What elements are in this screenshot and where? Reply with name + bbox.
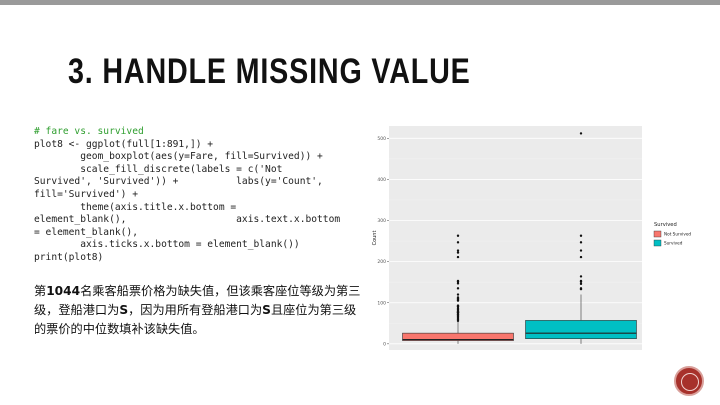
box — [525, 320, 637, 339]
code-line: geom_boxplot(aes(y=Fare, fill=Survived))… — [34, 151, 323, 163]
legend: Survived Not Survived Survived — [653, 222, 691, 247]
box — [402, 332, 514, 341]
code-block: # fare vs. survived plot8 <- ggplot(full… — [34, 126, 364, 265]
outlier-point — [456, 304, 460, 307]
outlier-point — [456, 234, 460, 237]
slide-title: 3. HANDLE MISSING VALUE — [68, 52, 471, 91]
y-tick-label: 200 — [377, 259, 386, 265]
outlier-point — [579, 282, 583, 286]
outlier-point — [579, 234, 583, 237]
note-text: 且座位为第三级的票价的中位数填补该缺失值。 — [34, 303, 357, 336]
code-comment: # fare vs. survived — [34, 126, 144, 137]
code-line: scale_fill_discrete(labels = c('Not — [34, 163, 283, 175]
outlier-point — [579, 241, 583, 244]
explanation-text: 第1044名乘客船票价格为缺失值，但该乘客座位等级为第三级，登船港口为S，因为用… — [34, 282, 364, 339]
outlier-point — [579, 275, 583, 278]
code-line: element_blank(), axis.text.x.bottom — [34, 214, 341, 226]
outlier-point — [456, 287, 460, 290]
outlier-point — [456, 307, 460, 310]
outlier-point — [456, 279, 460, 283]
y-tick-label: 0 — [383, 341, 386, 347]
code-line: Survived', 'Survived')) + labs(y='Count'… — [34, 176, 323, 188]
note-text: ，因为用所有登船港口为 — [128, 303, 263, 317]
legend-label: Not Survived — [664, 232, 691, 237]
legend-label: Survived — [664, 241, 683, 246]
outlier-point — [579, 255, 583, 259]
outlier-point — [579, 132, 583, 135]
outlier-point — [456, 255, 460, 259]
code-line: theme(axis.title.x.bottom = — [34, 201, 237, 213]
note-port: S — [262, 303, 271, 317]
outlier-point — [579, 249, 583, 252]
outlier-point — [456, 296, 460, 299]
note-text: 名乘客船票价格为缺失值，但该乘客座位等级为第三级，登船港口为 — [34, 284, 361, 317]
y-axis-label: Count — [372, 231, 378, 246]
code-line: axis.ticks.x.bottom = element_blank()) — [34, 239, 300, 251]
y-axis: 0 100 200 300 400 500 — [377, 136, 389, 347]
grid-lines — [389, 137, 642, 345]
code-line: print(plot8) — [34, 251, 104, 263]
outlier-point — [579, 287, 583, 290]
outlier-point — [456, 282, 460, 285]
legend-swatch — [653, 230, 662, 238]
outlier-point — [456, 293, 460, 296]
note-number: 1044 — [46, 284, 81, 298]
outlier-point — [456, 241, 460, 244]
y-tick-label: 100 — [377, 300, 386, 306]
boxes — [402, 132, 637, 344]
outlier-point — [456, 249, 460, 252]
outlier-point — [456, 251, 460, 254]
outlier-point — [456, 319, 460, 323]
fare-boxplot: 0 100 200 300 400 500 Count Survived Not Survi… — [372, 126, 691, 350]
top-accent-bar — [0, 0, 720, 5]
code-line: fill='Survived') + — [34, 188, 138, 200]
outlier-point — [579, 279, 583, 283]
y-tick-label: 300 — [377, 218, 386, 224]
y-tick-label: 400 — [377, 177, 386, 183]
note-port: S — [119, 303, 129, 317]
plot-panel-bg — [389, 126, 642, 350]
note-text: 第 — [34, 284, 47, 298]
code-line: plot8 <- ggplot(full[1:891,]) + — [34, 138, 214, 150]
code-line: = element_blank(), — [34, 226, 138, 238]
y-tick-label: 500 — [377, 136, 386, 142]
legend-swatch — [653, 239, 662, 247]
legend-title: Survived — [654, 222, 677, 228]
emblem-logo — [674, 366, 704, 396]
